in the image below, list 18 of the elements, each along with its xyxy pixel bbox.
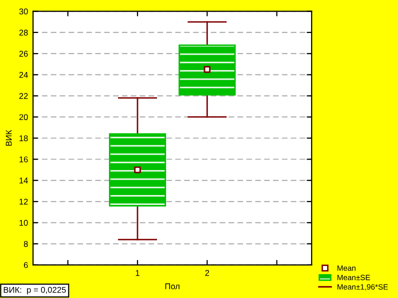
y-tick-label: 12 [20,198,28,205]
x-tick-label: 1 [136,270,140,276]
y-tick-label: 20 [19,114,28,120]
y-axis-title: ВИК [6,130,12,146]
x-axis-title: Пол [165,283,180,290]
y-tick-label: 14 [20,178,28,184]
text: ВИК: p = 0,0225 [4,286,66,294]
y-tick-label: 30 [19,8,28,14]
y-tick-label: 18 [20,135,28,142]
y-tick-label: 22 [19,93,28,99]
y-tick-label: 8 [24,240,28,247]
y-tick-label: 16 [20,156,28,162]
x-tick-label: 2 [205,270,210,276]
y-tick-label: 10 [20,220,28,226]
y-tick-label: 26 [19,50,28,57]
y-tick-label: 24 [19,72,28,78]
y-tick-label: 6 [24,262,28,268]
y-tick-label: 28 [19,30,28,36]
